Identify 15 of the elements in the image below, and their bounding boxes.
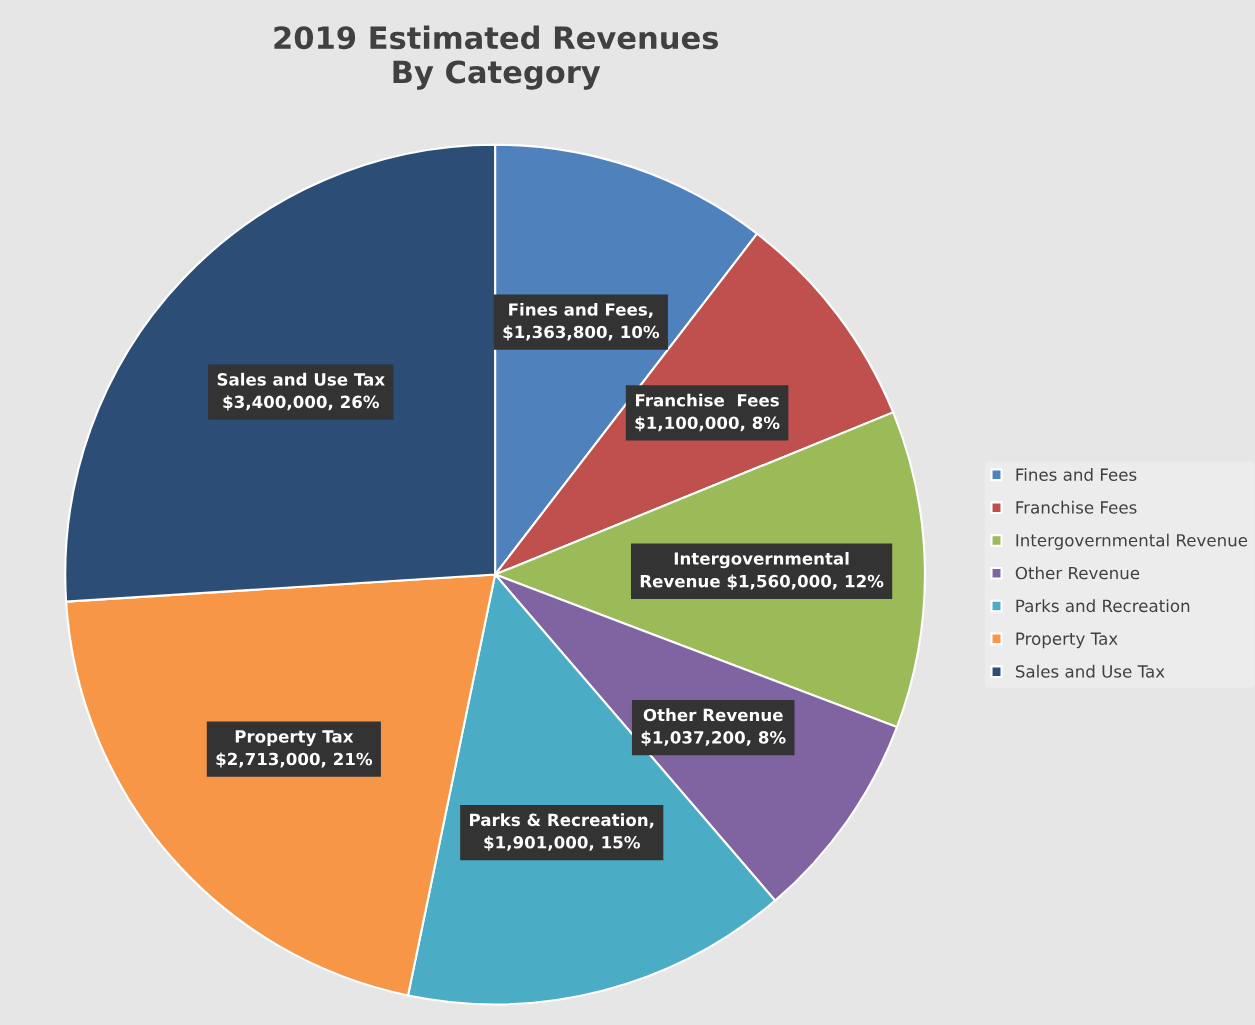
legend-label: Sales and Use Tax	[1015, 664, 1165, 678]
data-label: Sales and Use Tax $3,400,000, 26%	[217, 372, 385, 411]
legend-label: Parks and Recreation	[1016, 599, 1190, 613]
legend-label: Property Tax	[1016, 632, 1118, 649]
data-label: Parks & Recreation, $1,901,000, 15%	[470, 813, 654, 851]
data-label: Fines and Fees, $1,363,800, 10%	[503, 302, 660, 341]
chart-title: 2019 Estimated Revenues By Category	[274, 25, 718, 90]
legend-label: Intergovernmental Revenue	[1016, 533, 1248, 550]
data-label: Intergovernmental Revenue $1,560,000, 12%	[640, 551, 884, 590]
legend-label: Franchise Fees	[1016, 500, 1137, 514]
legend-label: Fines and Fees	[1016, 468, 1137, 481]
legend-label: Other Revenue	[1015, 566, 1140, 580]
data-label: Property Tax $2,713,000, 21%	[216, 730, 373, 768]
data-label: Franchise Fees $1,100,000, 8%	[635, 393, 780, 432]
data-label: Other Revenue $1,037,200, 8%	[641, 708, 786, 746]
